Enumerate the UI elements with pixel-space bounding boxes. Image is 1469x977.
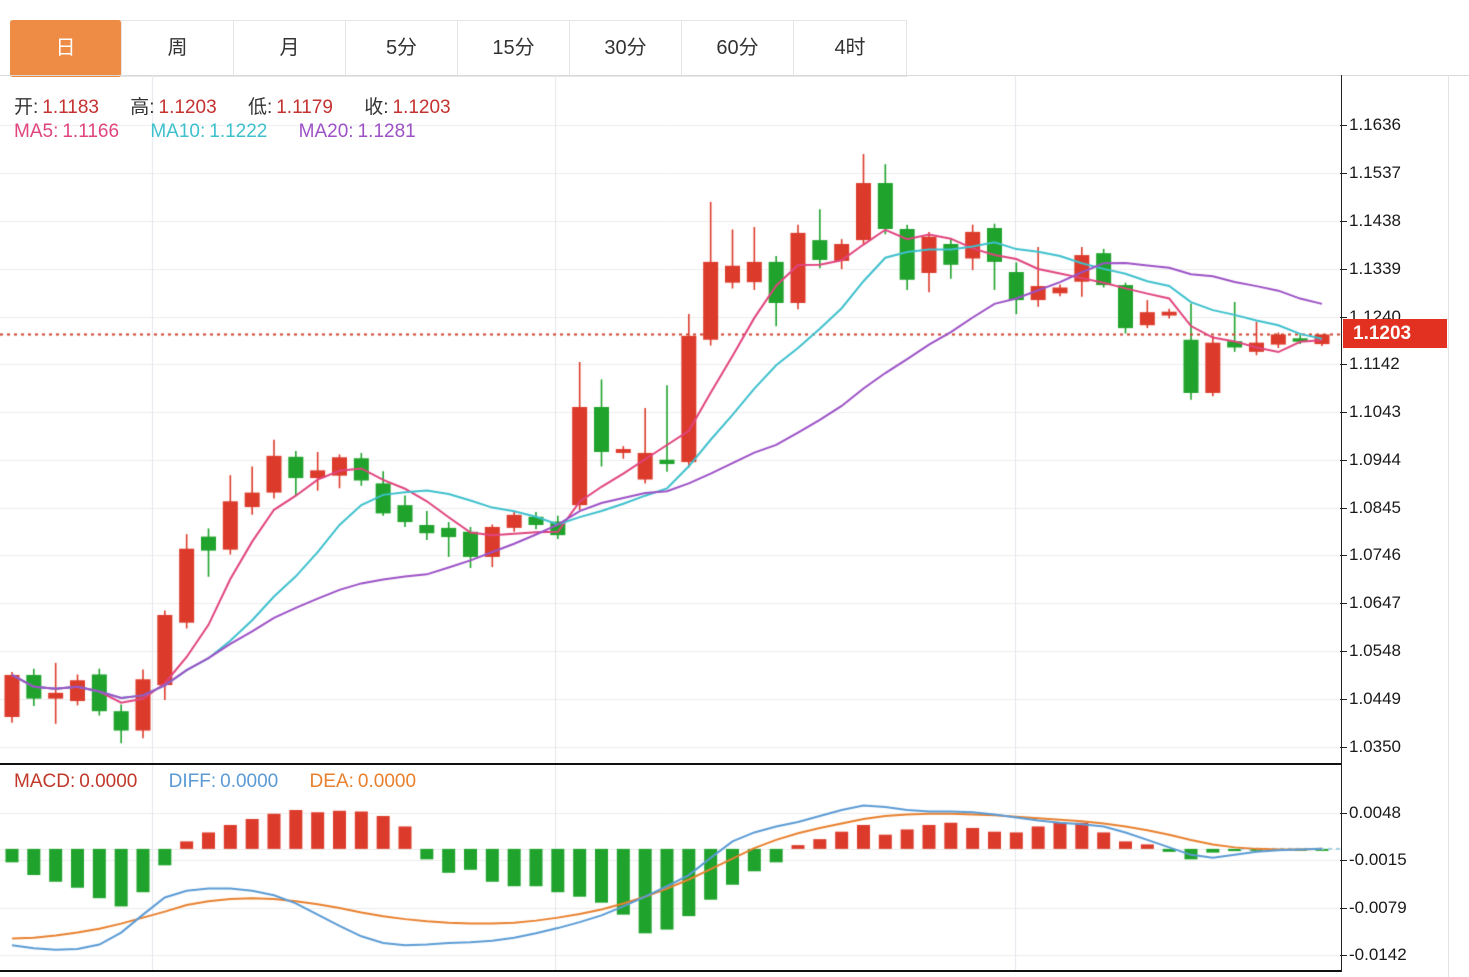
interval-tabbar: 日 周 月 5分 15分 30分 60分 4时 bbox=[10, 20, 907, 77]
y-axis-label: 1.0548 bbox=[1340, 642, 1401, 660]
ma5-value: 1.1166 bbox=[62, 121, 120, 142]
dea-label: DEA: bbox=[309, 771, 354, 792]
ma10-value: 1.1222 bbox=[209, 121, 268, 142]
y-axis-label: 1.1043 bbox=[1340, 402, 1401, 421]
macd-canvas[interactable] bbox=[0, 765, 1341, 972]
macd-y-axis-label: -0.0142 bbox=[1340, 946, 1407, 964]
right-edge-border bbox=[1448, 75, 1449, 977]
tab-day[interactable]: 日 bbox=[10, 20, 122, 77]
macd-value: 0.0000 bbox=[79, 771, 138, 792]
macd-y-axis-label: -0.0079 bbox=[1340, 898, 1407, 917]
candlestick-canvas[interactable] bbox=[0, 75, 1341, 765]
ma10-label: MA10: bbox=[150, 121, 206, 142]
ma20-value: 1.1281 bbox=[357, 121, 416, 142]
tab-week[interactable]: 周 bbox=[122, 21, 234, 76]
ma20-label: MA20: bbox=[298, 121, 354, 142]
macd-y-axis-label: 0.0048 bbox=[1340, 804, 1401, 822]
y-axis-label: 1.0746 bbox=[1340, 546, 1401, 564]
macd-label: MACD: bbox=[14, 771, 76, 792]
y-axis-label: 1.1142 bbox=[1340, 354, 1400, 373]
diff-value: 0.0000 bbox=[220, 771, 279, 792]
y-axis-label: 1.0350 bbox=[1340, 738, 1401, 756]
y-axis-label: 1.1636 bbox=[1340, 116, 1401, 134]
tab-5min[interactable]: 5分 bbox=[346, 21, 458, 76]
open-value: 1.1183 bbox=[42, 97, 99, 118]
panel-separator bbox=[0, 763, 1341, 765]
dea-value: 0.0000 bbox=[357, 771, 417, 792]
ma5-label: MA5: bbox=[14, 121, 59, 142]
tab-15min[interactable]: 15分 bbox=[458, 21, 570, 76]
close-label: 收: bbox=[364, 97, 389, 118]
tab-month[interactable]: 月 bbox=[234, 21, 346, 76]
y-axis-label: 1.1339 bbox=[1340, 259, 1401, 278]
high-label: 高: bbox=[130, 97, 155, 118]
tab-4hour[interactable]: 4时 bbox=[794, 21, 906, 76]
macd-y-axis-label: -0.0015 bbox=[1340, 851, 1407, 869]
diff-label: DIFF: bbox=[168, 771, 217, 792]
y-axis-label: 1.0449 bbox=[1340, 690, 1401, 708]
ma-legend: MA5: 1.1166 MA10: 1.1222 MA20: 1.1281 bbox=[14, 121, 442, 143]
low-value: 1.1179 bbox=[276, 97, 333, 118]
y-axis-line bbox=[1341, 75, 1342, 972]
y-axis-label: 1.1438 bbox=[1340, 211, 1401, 230]
open-label: 开: bbox=[14, 97, 39, 118]
high-value: 1.1203 bbox=[158, 97, 217, 118]
macd-legend: MACD: 0.0000 DIFF: 0.0000 DEA: 0.0000 bbox=[14, 771, 442, 793]
current-price-marker: 1.1203 bbox=[1343, 319, 1447, 348]
tab-60min[interactable]: 60分 bbox=[682, 21, 794, 76]
y-axis-label: 1.0845 bbox=[1340, 498, 1401, 517]
low-label: 低: bbox=[247, 97, 273, 118]
ohlc-legend: 开: 1.1183 高: 1.1203 低: 1.1179 收: 1.1203 bbox=[14, 92, 477, 119]
tab-30min[interactable]: 30分 bbox=[570, 21, 682, 76]
y-axis-label: 1.0944 bbox=[1340, 450, 1401, 469]
chart-bottom-border bbox=[0, 970, 1341, 972]
close-value: 1.1203 bbox=[392, 97, 451, 118]
y-axis-label: 1.0647 bbox=[1340, 594, 1401, 612]
y-axis-label: 1.1537 bbox=[1340, 163, 1401, 182]
